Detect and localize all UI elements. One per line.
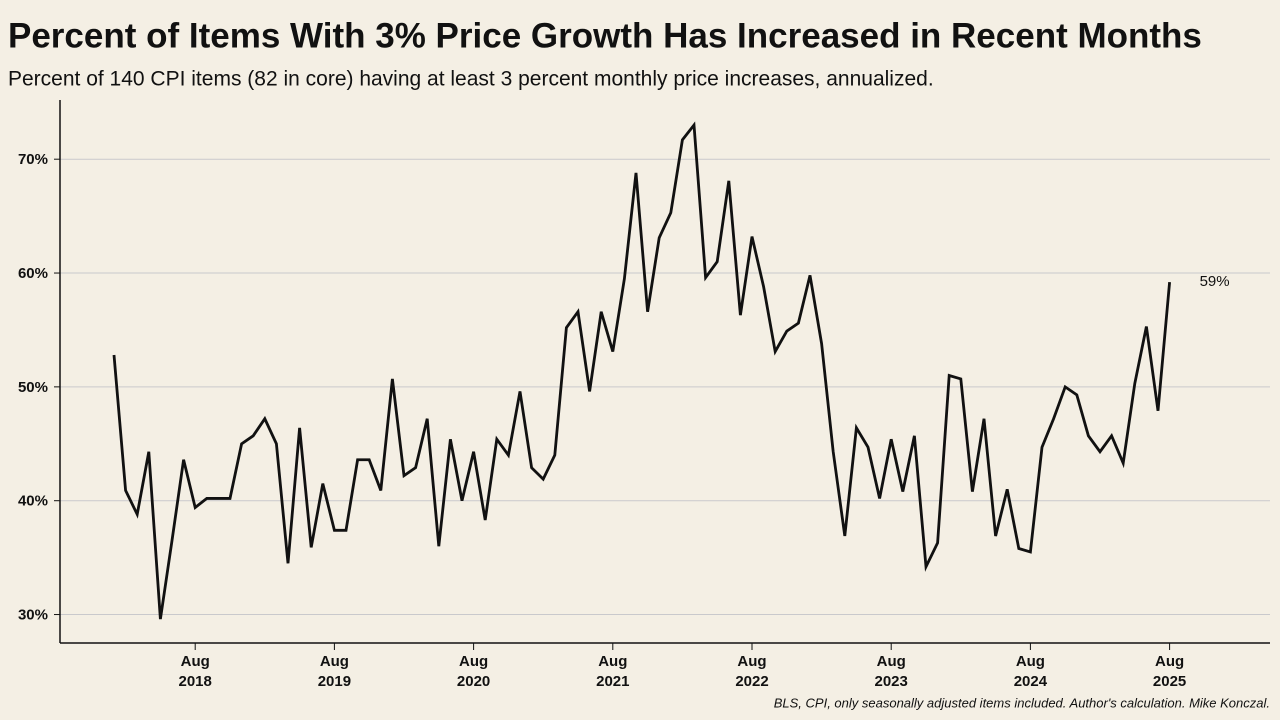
y-tick-label: 70% [18, 151, 48, 168]
chart-title: Percent of Items With 3% Price Growth Ha… [8, 16, 1202, 55]
data-line [112, 121, 1171, 620]
x-tick-label: Aug 2019 [318, 653, 351, 690]
x-tick-label: Aug 2018 [179, 653, 212, 690]
x-tick-label: Aug 2025 [1153, 653, 1186, 690]
x-tick-label: Aug 2023 [875, 653, 908, 690]
y-tick-label: 50% [18, 379, 48, 396]
y-tick-label: 60% [18, 265, 48, 282]
x-tick-label: Aug 2024 [1014, 653, 1048, 690]
x-tick-label: Aug 2021 [596, 653, 629, 690]
chart-subtitle: Percent of 140 CPI items (82 in core) ha… [8, 68, 934, 91]
x-tick-label: Aug 2020 [457, 653, 490, 690]
source-note: BLS, CPI, only seasonally adjusted items… [774, 695, 1270, 710]
y-tick-label: 30% [18, 607, 48, 624]
y-tick-label: 40% [18, 493, 48, 510]
x-tick-label: Aug 2022 [735, 653, 768, 690]
value-label: 59% [1200, 273, 1230, 290]
